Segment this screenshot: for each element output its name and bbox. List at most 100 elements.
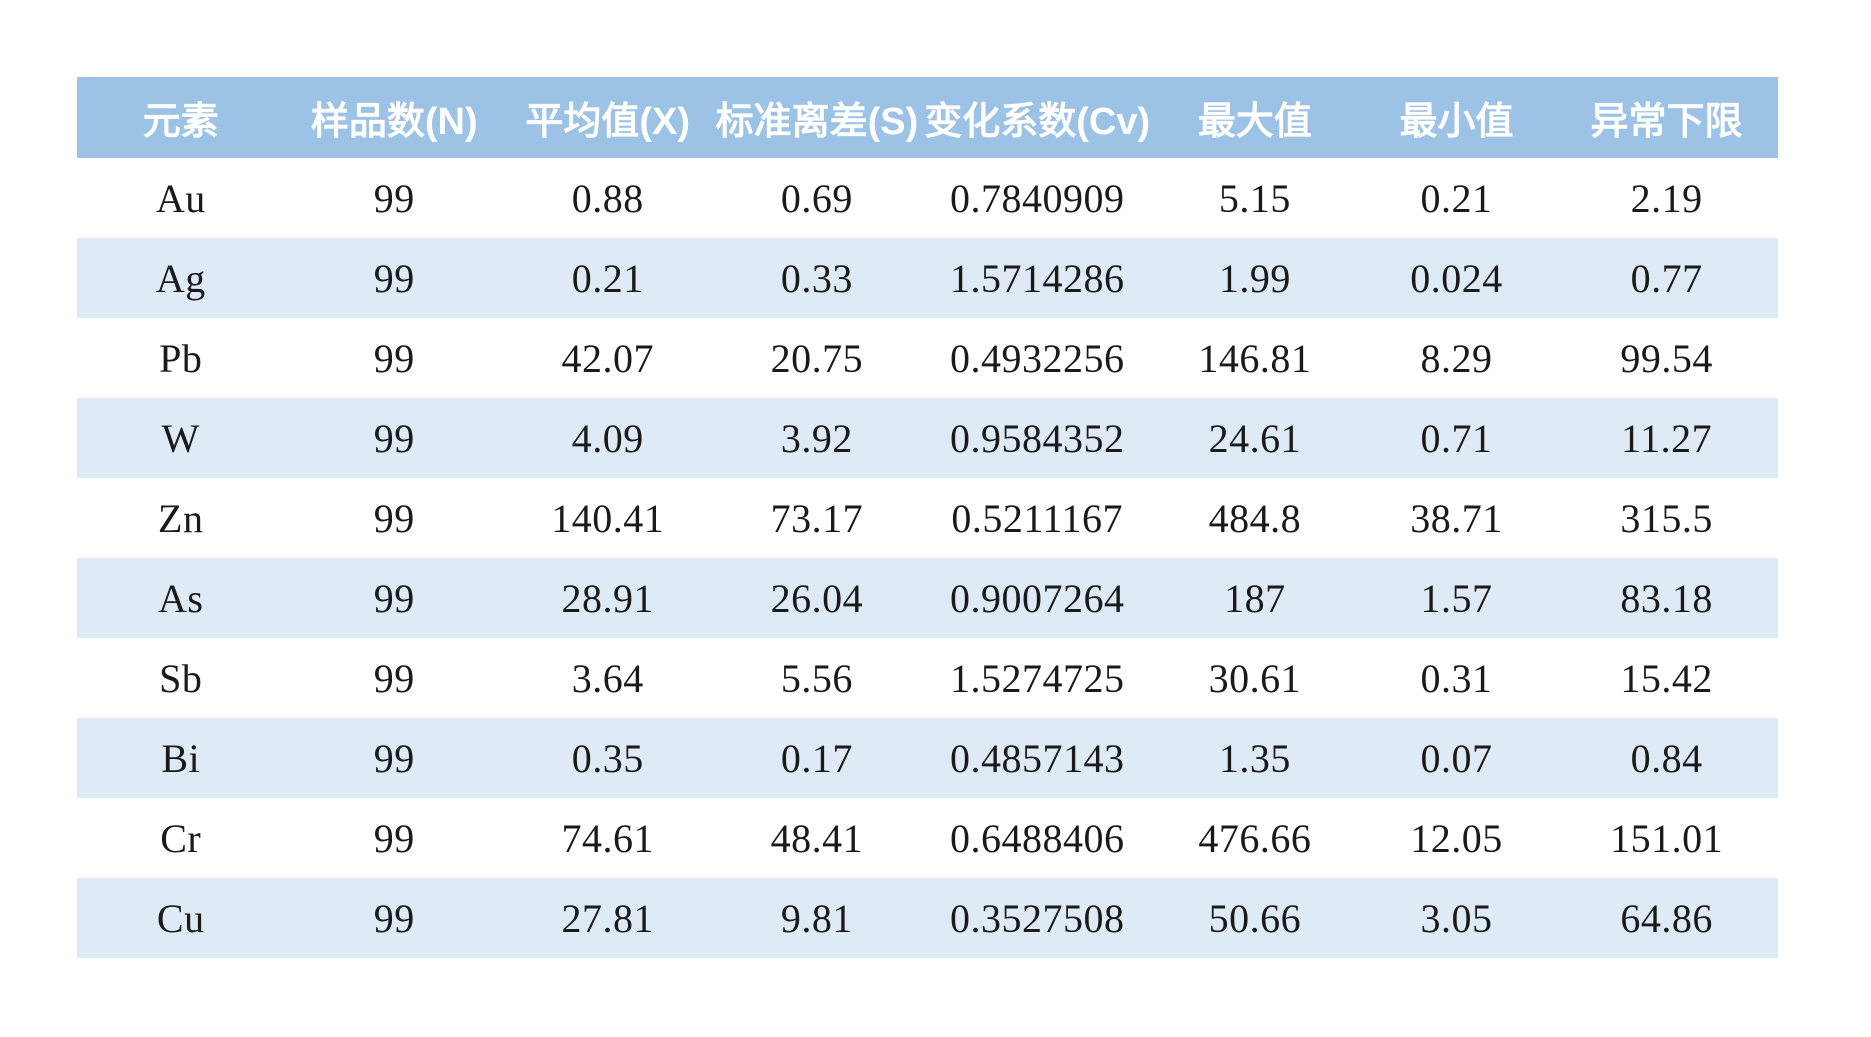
value-cell: 0.9584352	[949, 415, 1125, 461]
table-row-pb: Pb 99 42.07 20.75 0.4932256 146.81 8.29 …	[77, 318, 1778, 398]
table-row-au: Au 99 0.88 0.69 0.7840909 5.15 0.21 2.19	[77, 158, 1778, 238]
value-cell: 0.69	[780, 175, 853, 221]
table-row-zn: Zn 99 140.41 73.17 0.5211167 484.8 38.71…	[77, 478, 1778, 558]
header-cell-anomaly-limit: 异常下限	[1555, 77, 1778, 158]
value-cell: 74.61	[561, 815, 654, 861]
element-cell: As	[158, 575, 204, 621]
value-cell: 3.64	[571, 655, 644, 701]
value-cell: 73.17	[770, 495, 864, 541]
value-cell: 26.04	[770, 575, 864, 621]
value-cell: 99	[373, 415, 415, 461]
table-row-sb: Sb 99 3.64 5.56 1.5274725 30.61 0.31 15.…	[77, 638, 1778, 718]
header-cell-max: 最大值	[1152, 77, 1358, 158]
value-cell: 12.05	[1410, 815, 1503, 861]
element-cell: Au	[155, 175, 206, 221]
value-cell: 151.01	[1610, 815, 1724, 861]
value-cell: 0.88	[571, 175, 644, 221]
value-cell: 1.35	[1218, 735, 1291, 781]
value-cell: 0.77	[1630, 255, 1703, 301]
element-cell: Cu	[156, 895, 205, 941]
value-cell: 0.21	[571, 255, 644, 301]
value-cell: 20.75	[770, 335, 864, 381]
value-cell: 99	[373, 255, 415, 301]
table-row-ag: Ag 99 0.21 0.33 1.5714286 1.99 0.024 0.7…	[77, 238, 1778, 318]
header-row: 元素 样品数(N) 平均值(X) 标准离差(S) 变化系数(Cv) 最大值 最小…	[77, 77, 1778, 158]
value-cell: 99	[373, 735, 415, 781]
value-cell: 5.56	[780, 655, 853, 701]
value-cell: 0.4932256	[949, 335, 1125, 381]
value-cell: 99.54	[1620, 335, 1713, 381]
table-row-as: As 99 28.91 26.04 0.9007264 187 1.57 83.…	[77, 558, 1778, 638]
header-cell-element: 元素	[77, 77, 285, 158]
element-cell: Cr	[160, 815, 202, 861]
header-cell-mean: 平均值(X)	[503, 77, 712, 158]
value-cell: 3.05	[1420, 895, 1493, 941]
value-cell: 1.5274725	[949, 655, 1125, 701]
value-cell: 0.9007264	[949, 575, 1125, 621]
table-row-w: W 99 4.09 3.92 0.9584352 24.61 0.71 11.2…	[77, 398, 1778, 478]
value-cell: 0.4857143	[949, 735, 1125, 781]
value-cell: 0.31	[1420, 655, 1493, 701]
value-cell: 8.29	[1420, 335, 1493, 381]
value-cell: 0.35	[571, 735, 644, 781]
value-cell: 0.21	[1420, 175, 1493, 221]
value-cell: 146.81	[1198, 335, 1312, 381]
table-row-cu: Cu 99 27.81 9.81 0.3527508 50.66 3.05 64…	[77, 878, 1778, 958]
value-cell: 99	[373, 175, 415, 221]
value-cell: 48.41	[770, 815, 864, 861]
value-cell: 0.3527508	[949, 895, 1125, 941]
header-cell-variation-coef: 变化系数(Cv)	[922, 77, 1152, 158]
value-cell: 0.024	[1410, 255, 1503, 301]
value-cell: 0.71	[1420, 415, 1493, 461]
value-cell: 30.61	[1208, 655, 1302, 701]
value-cell: 42.07	[561, 335, 654, 381]
value-cell: 24.61	[1208, 415, 1302, 461]
header-cell-std-dev: 标准离差(S)	[711, 77, 923, 158]
value-cell: 64.86	[1620, 895, 1713, 941]
value-cell: 0.84	[1630, 735, 1703, 781]
value-cell: 15.42	[1620, 655, 1713, 701]
value-cell: 9.81	[780, 895, 853, 941]
value-cell: 2.19	[1630, 175, 1703, 221]
value-cell: 28.91	[561, 575, 654, 621]
value-cell: 476.66	[1198, 815, 1312, 861]
table-row-bi: Bi 99 0.35 0.17 0.4857143 1.35 0.07 0.84	[77, 718, 1778, 798]
value-cell: 0.7840909	[949, 175, 1125, 221]
value-cell: 27.81	[561, 895, 654, 941]
element-cell: Ag	[155, 255, 206, 301]
value-cell: 99	[373, 575, 415, 621]
value-cell: 0.5211167	[951, 495, 1123, 541]
value-cell: 99	[373, 495, 415, 541]
element-cell: Bi	[161, 735, 201, 781]
element-cell: Sb	[159, 655, 203, 701]
value-cell: 1.5714286	[949, 255, 1125, 301]
value-cell: 5.15	[1218, 175, 1291, 221]
value-cell: 0.6488406	[949, 815, 1125, 861]
value-cell: 484.8	[1208, 495, 1302, 541]
element-cell: Zn	[158, 495, 204, 541]
value-cell: 99	[373, 815, 415, 861]
value-cell: 4.09	[571, 415, 644, 461]
header-cell-min: 最小值	[1357, 77, 1556, 158]
value-cell: 0.17	[780, 735, 853, 781]
value-cell: 99	[373, 655, 415, 701]
table-row-cr: Cr 99 74.61 48.41 0.6488406 476.66 12.05…	[77, 798, 1778, 878]
element-cell: Pb	[159, 335, 203, 381]
value-cell: 99	[373, 895, 415, 941]
value-cell: 1.57	[1420, 575, 1493, 621]
value-cell: 315.5	[1620, 495, 1713, 541]
value-cell: 38.71	[1410, 495, 1503, 541]
value-cell: 1.99	[1218, 255, 1291, 301]
header-cell-sample-count: 样品数(N)	[284, 77, 504, 158]
value-cell: 0.07	[1420, 735, 1493, 781]
value-cell: 99	[373, 335, 415, 381]
value-cell: 50.66	[1208, 895, 1302, 941]
element-statistics-table: 元素 样品数(N) 平均值(X) 标准离差(S) 变化系数(Cv) 最大值 最小…	[77, 77, 1778, 958]
value-cell: 83.18	[1620, 575, 1713, 621]
element-cell: W	[161, 415, 200, 461]
value-cell: 3.92	[780, 415, 853, 461]
value-cell: 187	[1224, 575, 1286, 621]
value-cell: 11.27	[1621, 415, 1713, 461]
value-cell: 0.33	[780, 255, 853, 301]
value-cell: 140.41	[551, 495, 665, 541]
